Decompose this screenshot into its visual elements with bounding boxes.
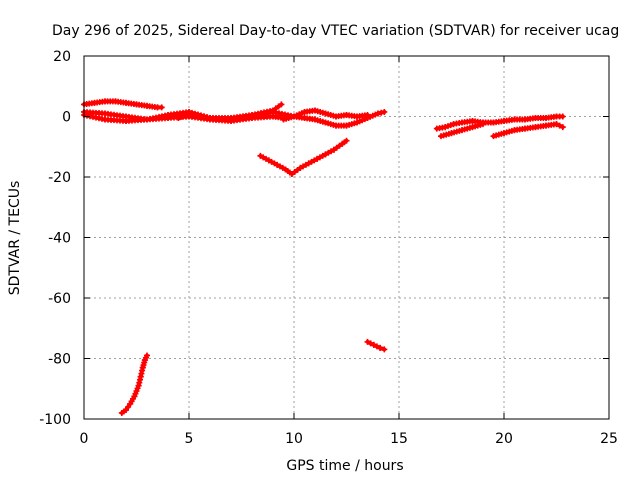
data-point xyxy=(553,121,560,128)
y-tick-label: -40 xyxy=(48,231,71,247)
data-point xyxy=(278,101,285,108)
data-series-arc-11 xyxy=(438,121,486,140)
x-tick-label: 0 xyxy=(80,431,89,447)
chart-title: Day 296 of 2025, Sidereal Day-to-day VTE… xyxy=(52,23,619,39)
data-point xyxy=(123,406,129,413)
data-point xyxy=(447,122,454,129)
data-points xyxy=(81,98,566,416)
data-point xyxy=(556,122,563,129)
x-tick-label: 15 xyxy=(390,431,408,447)
data-point xyxy=(364,338,371,345)
x-axis-label: GPS time / hours xyxy=(286,458,403,474)
data-series-arc-12 xyxy=(490,121,566,140)
x-tick-label: 10 xyxy=(285,431,303,447)
y-tick-label: -80 xyxy=(48,352,71,368)
data-series-arc-6 xyxy=(291,108,388,129)
y-tick-label: 0 xyxy=(62,110,71,126)
data-point xyxy=(480,121,486,128)
data-series-arc-8 xyxy=(118,352,150,416)
data-point xyxy=(559,124,566,131)
data-point xyxy=(381,108,388,115)
y-tick-label: -20 xyxy=(48,170,71,186)
data-point xyxy=(381,346,388,353)
data-point xyxy=(144,352,150,359)
grid-lines xyxy=(84,56,609,419)
data-point xyxy=(367,340,374,347)
data-series-arc-4 xyxy=(175,108,297,123)
data-point xyxy=(559,113,566,120)
data-point xyxy=(377,344,384,351)
data-series-arc-7 xyxy=(257,137,350,177)
axis-ticks: 0 5 10 15 20 25 -100 -80 -60 -40 -20 0 20 xyxy=(39,49,618,447)
data-point xyxy=(343,137,350,144)
x-tick-label: 20 xyxy=(495,431,513,447)
data-point xyxy=(370,341,377,348)
data-point xyxy=(158,104,165,111)
data-series-arc-1 xyxy=(81,98,165,111)
data-series-arc-10 xyxy=(433,113,566,132)
data-point xyxy=(373,343,380,350)
y-tick-label: -100 xyxy=(39,412,71,428)
x-tick-label: 25 xyxy=(600,431,618,447)
data-point xyxy=(125,403,132,410)
y-tick-label: 20 xyxy=(53,49,71,65)
data-series-arc-9 xyxy=(364,338,388,353)
y-tick-label: -60 xyxy=(48,291,71,307)
y-axis-label: SDTVAR / TECUs xyxy=(7,181,23,296)
x-tick-label: 5 xyxy=(185,431,194,447)
